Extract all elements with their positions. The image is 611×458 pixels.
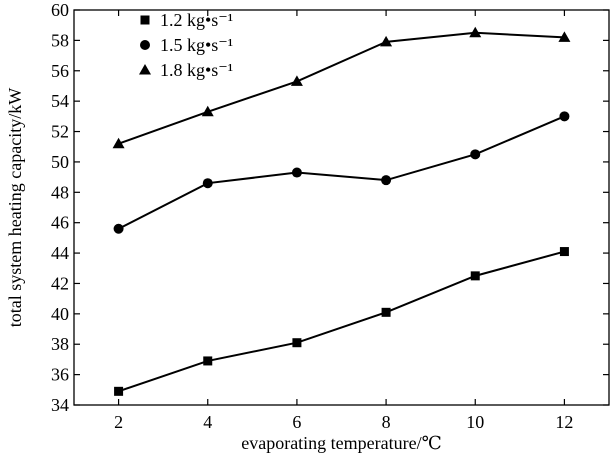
data-point-square <box>203 356 213 366</box>
y-tick-label: 60 <box>51 0 69 20</box>
series-line <box>118 31 565 145</box>
data-point-circle <box>470 149 481 160</box>
data-point-triangle <box>201 105 214 117</box>
y-tick-label: 58 <box>51 30 69 50</box>
x-tick-label: 10 <box>466 412 484 432</box>
x-tick-label: 12 <box>555 412 573 432</box>
legend-marker-triangle <box>139 64 151 75</box>
y-tick-label: 44 <box>51 243 69 263</box>
legend-label: 1.2 kg•s⁻¹ <box>160 10 233 30</box>
y-axis-label: total system heating capacity/kW <box>5 88 25 327</box>
y-tick-label: 38 <box>51 334 69 354</box>
data-point-square <box>559 247 569 257</box>
data-point-circle <box>381 175 392 186</box>
y-tick-label: 52 <box>51 122 69 142</box>
data-point-triangle <box>112 137 125 149</box>
y-tick-label: 42 <box>51 273 69 293</box>
data-point-square <box>470 271 480 281</box>
y-tick-label: 34 <box>51 395 69 415</box>
legend-label: 1.8 kg•s⁻¹ <box>160 60 233 80</box>
x-axis-label: evaporating temperature/℃ <box>241 433 442 453</box>
data-point-triangle <box>380 35 393 47</box>
x-tick-label: 4 <box>203 412 212 432</box>
legend-item: 1.8 kg•s⁻¹ <box>139 60 233 80</box>
x-tick-label: 2 <box>114 412 123 432</box>
x-tick-label: 8 <box>382 412 391 432</box>
legend-item: 1.2 kg•s⁻¹ <box>140 10 233 30</box>
series-2 <box>113 111 570 234</box>
legend-item: 1.5 kg•s⁻¹ <box>140 35 233 55</box>
y-tick-label: 56 <box>51 61 69 81</box>
y-tick-label: 48 <box>51 182 69 202</box>
data-point-circle <box>113 223 124 234</box>
legend-marker-square <box>140 15 150 25</box>
data-point-square <box>114 386 124 396</box>
data-point-square <box>292 338 302 348</box>
y-tick-label: 40 <box>51 304 69 324</box>
y-tick-label: 54 <box>51 91 69 111</box>
data-point-triangle <box>290 75 303 86</box>
series-line <box>118 250 565 393</box>
legend: 1.2 kg•s⁻¹ 1.5 kg•s⁻¹ 1.8 kg•s⁻¹ <box>139 10 233 80</box>
y-tick-label: 36 <box>51 365 69 385</box>
data-point-circle <box>559 111 570 122</box>
data-point-square <box>381 307 391 317</box>
data-point-circle <box>202 178 213 189</box>
series-1 <box>114 247 569 396</box>
y-tick-label: 46 <box>51 213 69 233</box>
legend-marker-circle <box>140 40 150 50</box>
series-3 <box>112 26 571 149</box>
x-tick-label: 6 <box>292 412 301 432</box>
series-line <box>118 115 565 230</box>
y-tick-label: 50 <box>51 152 69 172</box>
data-point-circle <box>291 167 302 178</box>
series-group <box>112 26 571 396</box>
plot-frame <box>73 9 610 406</box>
data-point-triangle <box>469 26 482 38</box>
data-point-triangle <box>558 31 571 42</box>
legend-label: 1.5 kg•s⁻¹ <box>160 35 233 55</box>
